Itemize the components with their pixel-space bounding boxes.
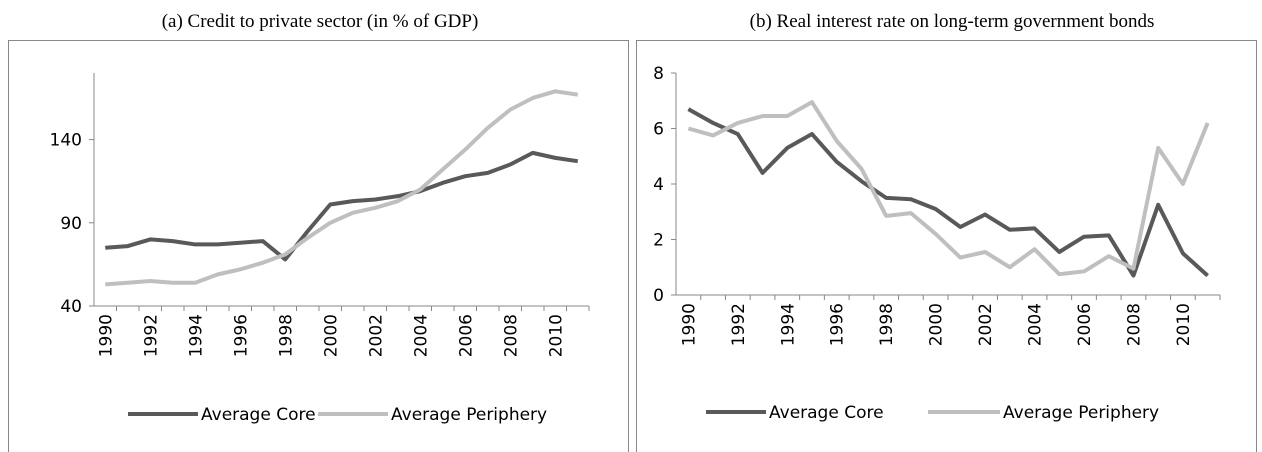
series-line [105,150,579,262]
x-tick-label: 2010 [546,314,566,357]
x-tick-label: 2004 [1026,303,1046,346]
x-tick-label: 1994 [186,314,206,357]
y-tick-label: 6 [653,120,664,140]
panel-frame [636,40,1257,452]
y-tick-label: 0 [653,286,664,306]
x-tick-label: 2002 [976,303,996,346]
x-tick-label: 1992 [141,314,161,357]
series-line [105,89,579,287]
x-tick-label: 2006 [1075,303,1095,346]
series-line [687,107,1209,278]
series-line [687,100,1210,277]
legend-label: Average Periphery [391,405,547,425]
x-tick-label: 2002 [366,314,386,357]
y-tick-label: 4 [653,175,664,195]
x-tick-label: 1996 [828,303,848,346]
x-tick-label: 1996 [231,314,251,357]
x-tick-label: 2008 [1124,303,1144,346]
x-tick-label: 2000 [321,314,341,357]
x-tick-label: 2004 [411,314,431,357]
x-tick-label: 2008 [501,314,521,357]
x-tick-label: 1998 [276,314,296,357]
x-tick-label: 2010 [1174,303,1194,346]
y-tick-label: 8 [653,64,664,84]
x-tick-label: 1990 [679,303,699,346]
x-tick-label: 2006 [456,314,476,357]
y-tick-label: 2 [653,231,664,251]
panel-frame [8,40,629,452]
x-tick-label: 1990 [96,314,116,357]
chart-title: (a) Credit to private sector (in % of GD… [162,11,479,32]
x-tick-label: 1994 [778,303,798,346]
chart-title: (b) Real interest rate on long-term gove… [750,11,1155,32]
legend-label: Average Core [769,403,884,423]
x-tick-label: 1998 [877,303,897,346]
y-tick-label: 90 [60,214,82,234]
y-tick-label: 40 [60,297,82,317]
x-tick-label: 2000 [927,303,947,346]
x-tick-label: 1992 [729,303,749,346]
legend-label: Average Core [201,405,316,425]
y-tick-label: 140 [50,131,82,151]
legend-label: Average Periphery [1003,403,1159,423]
